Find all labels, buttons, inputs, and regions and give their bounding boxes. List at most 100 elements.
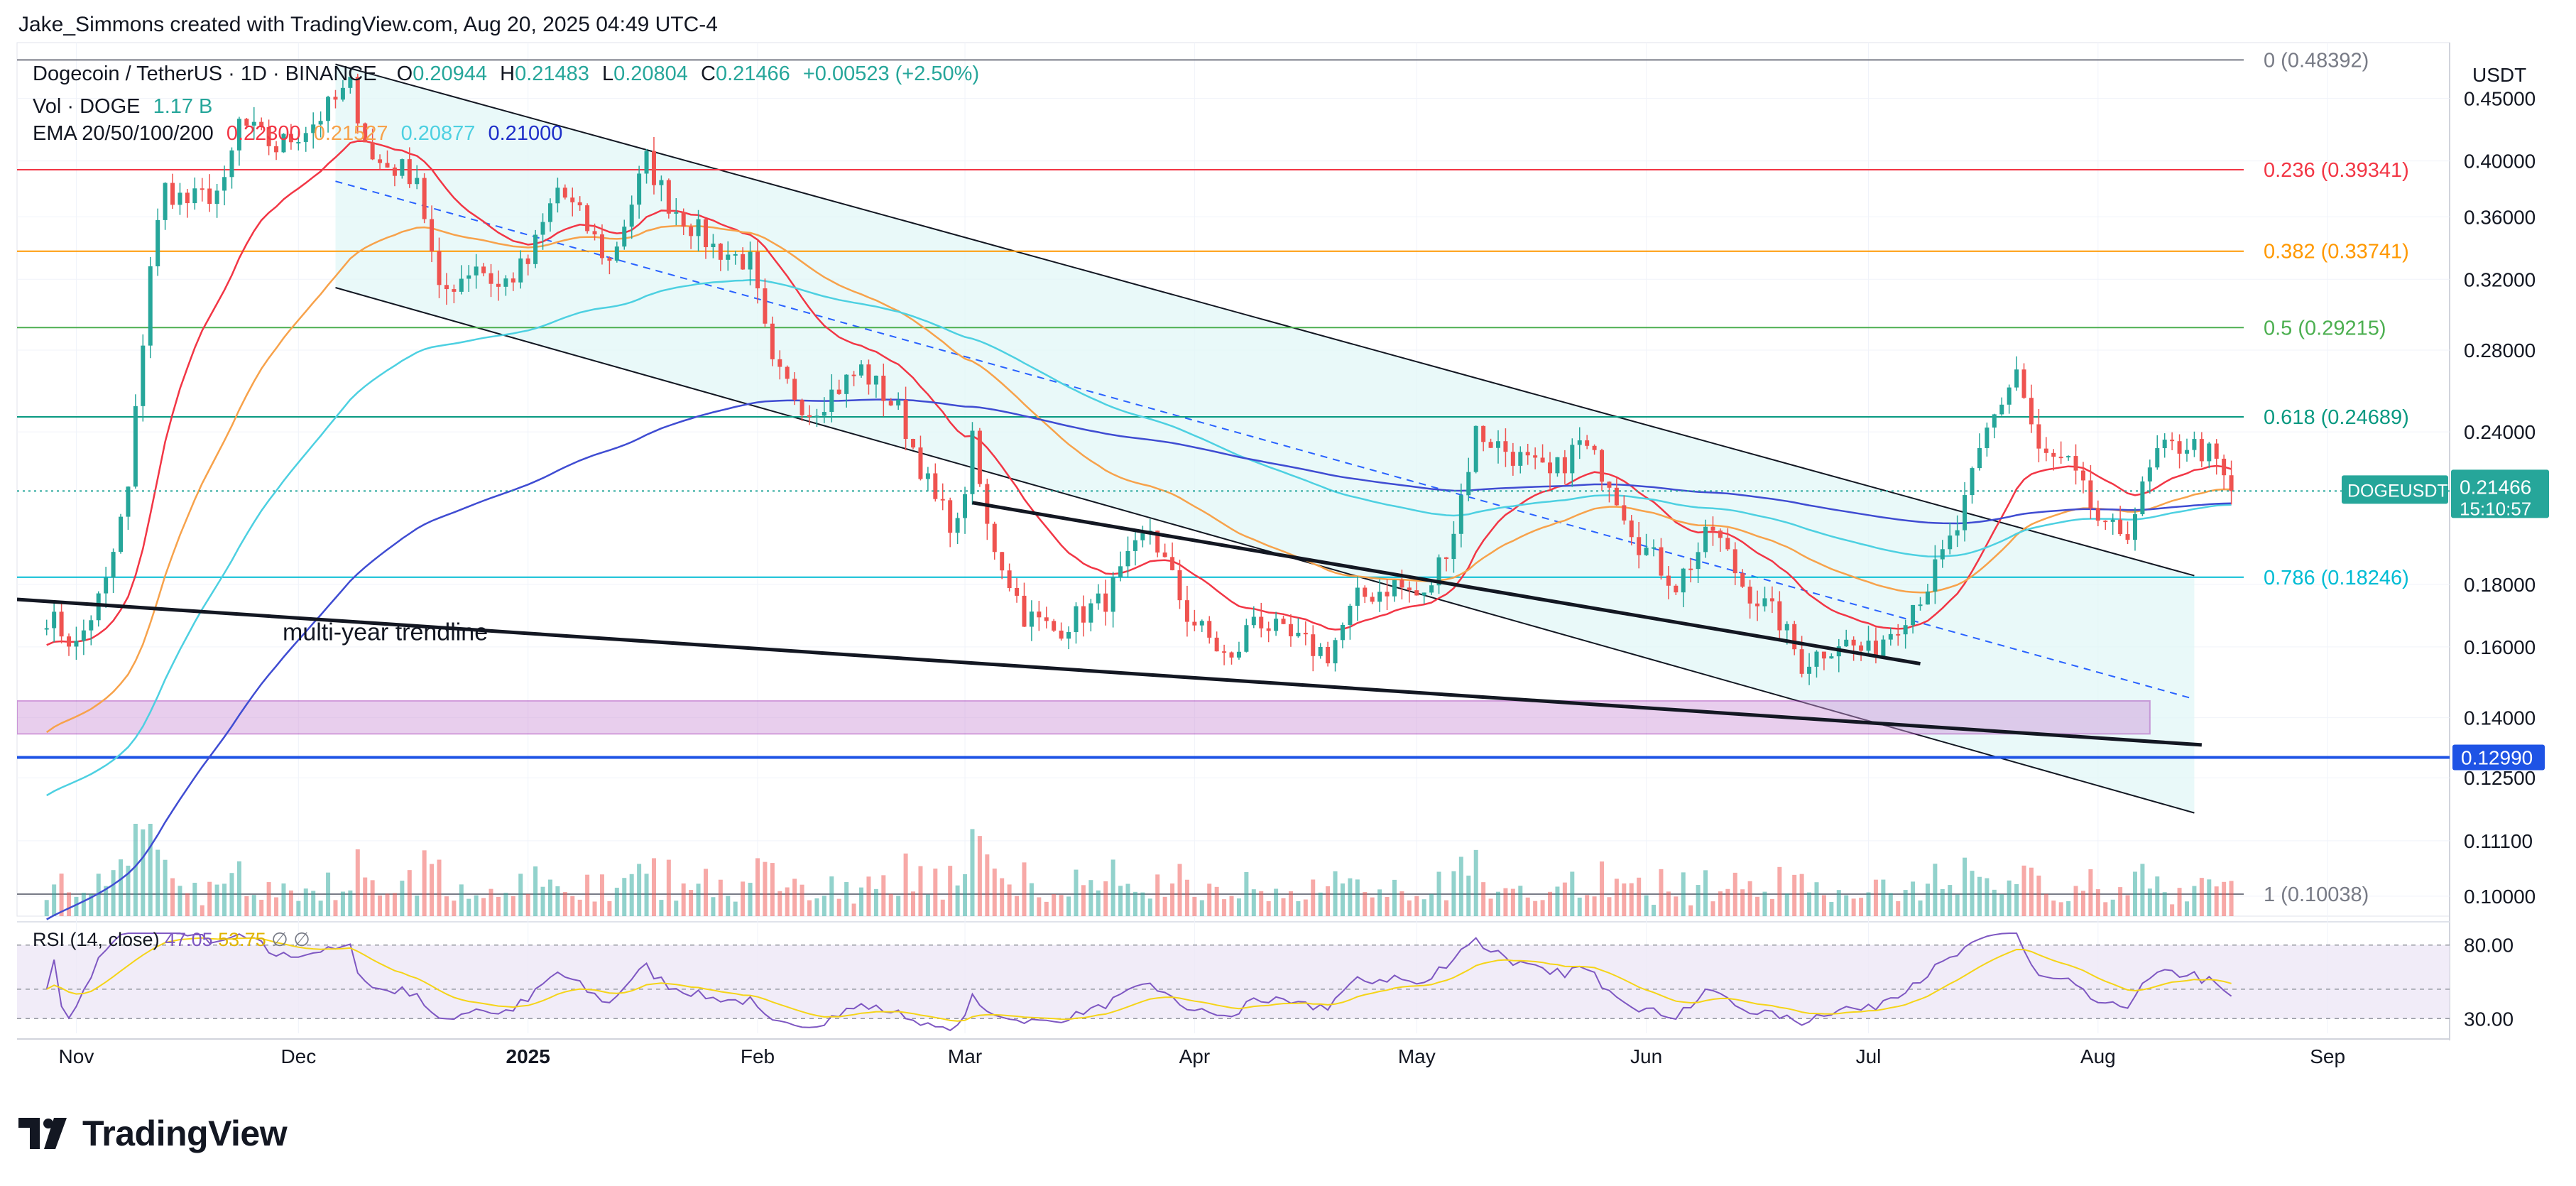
candle-body — [770, 323, 775, 359]
candle-body — [119, 516, 124, 553]
volume-bar — [259, 899, 264, 916]
volume-bar — [570, 896, 575, 916]
volume-legend[interactable]: Vol · DOGE 1.17 B — [33, 95, 212, 119]
ema200-line[interactable] — [46, 398, 2232, 920]
rsi-ma-line[interactable] — [46, 937, 2232, 1022]
candle-body — [2066, 456, 2071, 458]
candle-body — [355, 77, 360, 124]
volume-bar — [1614, 878, 1619, 916]
candle-body — [170, 183, 175, 205]
volume-bar — [489, 888, 493, 916]
candle-body — [1777, 601, 1782, 631]
volume-bar — [1999, 894, 2004, 916]
tradingview-logo[interactable]: TradingView — [18, 1112, 288, 1155]
volume-bar — [1066, 896, 1071, 916]
volume-bar — [1377, 889, 1382, 916]
volume-bar — [1600, 861, 1605, 916]
candle-body — [1570, 445, 1575, 474]
low-label: L — [601, 62, 614, 85]
candle-body — [1318, 646, 1323, 656]
volume-bar — [1992, 889, 1997, 916]
candle-body — [296, 141, 301, 143]
volume-bar — [977, 836, 982, 916]
volume-bar — [1859, 898, 1864, 916]
rsi-legend[interactable]: RSI (14, close) 47.05 53.75 ∅ ∅ — [33, 929, 310, 950]
volume-bar — [1074, 869, 1079, 916]
candle-body — [1125, 550, 1130, 567]
last-price-tag — [2451, 469, 2549, 518]
volume-bar — [2095, 889, 2100, 916]
candle-body — [192, 188, 197, 204]
candle-body — [2058, 457, 2063, 459]
candle-body — [1503, 441, 1508, 452]
ema-legend[interactable]: EMA 20/50/100/200 0.22300 0.21527 0.2087… — [33, 122, 562, 146]
volume-bar — [311, 891, 316, 916]
candle-body — [111, 552, 116, 578]
volume-bar — [378, 895, 383, 916]
support-zone[interactable] — [17, 700, 2151, 735]
ema100-line[interactable] — [46, 278, 2232, 797]
volume-value: 1.17 B — [153, 95, 213, 118]
volume-bar — [799, 884, 804, 916]
volume-bar — [888, 893, 893, 916]
volume-bar — [1229, 896, 1234, 916]
ema20-line[interactable] — [46, 140, 2232, 646]
volume-bar — [2132, 871, 2137, 916]
channel-midline[interactable] — [335, 180, 2195, 700]
volume-bar — [141, 829, 146, 916]
candle-body — [96, 593, 101, 621]
candle-body — [1229, 652, 1234, 658]
candle-body — [303, 133, 308, 142]
volume-bar — [207, 881, 212, 916]
rsi-line[interactable] — [45, 932, 2232, 1032]
candle-body — [1614, 487, 1619, 506]
candle-body — [807, 415, 812, 418]
channel-upper-line[interactable] — [335, 63, 2195, 577]
rsi-ma-value: 53.75 — [218, 929, 271, 950]
fib-level-label: 0.382 (0.33741) — [2264, 241, 2409, 263]
currency-selector[interactable]: USDT — [2472, 64, 2527, 86]
volume-bar — [533, 866, 538, 916]
volume-bar — [1303, 899, 1308, 916]
volume-bar — [629, 874, 634, 916]
candle-body — [178, 192, 182, 205]
candle-body — [977, 430, 982, 484]
volume-bar — [1052, 894, 1057, 916]
candle-body — [533, 234, 538, 264]
volume-bar — [741, 881, 746, 916]
candle-body — [1703, 526, 1708, 553]
candle-body — [1814, 651, 1819, 667]
candle-body — [570, 197, 575, 202]
candle-body — [1407, 587, 1412, 591]
low-value: 0.20804 — [613, 62, 688, 85]
candle-body — [1274, 619, 1279, 631]
volume-bar — [1866, 892, 1871, 916]
candle-body — [1592, 445, 1597, 450]
volume-bar — [948, 866, 953, 916]
symbol-legend[interactable]: Dogecoin / TetherUS · 1D · BINANCE O0.20… — [33, 62, 979, 86]
volume-bar — [274, 897, 279, 916]
candle-body — [2132, 514, 2137, 540]
candle-body — [1436, 557, 1441, 586]
volume-bar — [1652, 905, 1657, 916]
candle-body — [1681, 568, 1686, 593]
multi-year-trendline[interactable] — [17, 597, 2203, 747]
ema50-line[interactable] — [45, 224, 2232, 734]
candle-body — [748, 251, 753, 270]
candle-body — [836, 389, 841, 394]
candle-body — [1236, 651, 1241, 658]
countdown-value: 15:10:57 — [2460, 498, 2531, 519]
candle-body — [1555, 457, 1560, 474]
candle-body — [755, 251, 760, 289]
inner-trendline[interactable] — [972, 501, 1921, 666]
candle-body — [1710, 526, 1715, 531]
volume-bar — [1488, 898, 1493, 916]
volume-bar — [607, 901, 612, 916]
volume-bar — [1799, 874, 1804, 916]
volume-bar — [1725, 888, 1730, 916]
candle-body — [281, 134, 286, 153]
volume-bar — [1037, 897, 1042, 916]
volume-bar — [1029, 883, 1034, 916]
volume-bar — [651, 858, 656, 916]
